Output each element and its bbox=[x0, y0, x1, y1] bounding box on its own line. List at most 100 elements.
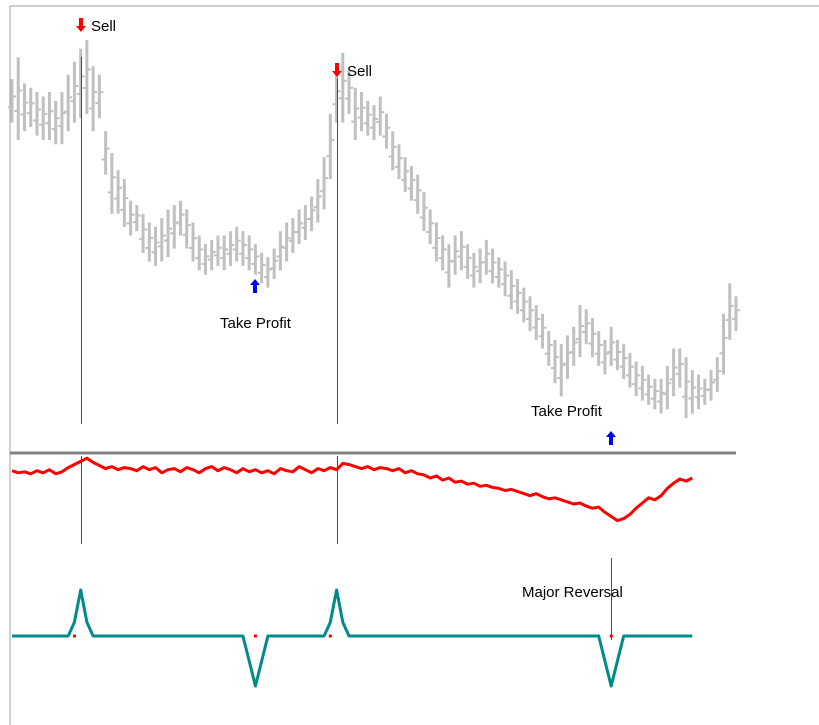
price-bar bbox=[513, 278, 522, 314]
price-bar bbox=[407, 166, 416, 201]
price-bar bbox=[270, 248, 279, 279]
price-bar bbox=[207, 239, 216, 271]
price-bar bbox=[14, 57, 23, 140]
price-bar bbox=[32, 92, 41, 136]
price-bar bbox=[669, 348, 678, 397]
price-bar bbox=[388, 131, 397, 171]
price-bar bbox=[501, 261, 510, 297]
price-bar bbox=[220, 235, 229, 271]
signal-line bbox=[12, 588, 693, 688]
price-bar bbox=[644, 374, 653, 405]
sell-label: Sell bbox=[91, 18, 116, 35]
price-bar bbox=[413, 174, 422, 214]
price-bar bbox=[688, 370, 697, 414]
price-bar bbox=[519, 287, 528, 323]
price-bar bbox=[195, 235, 204, 271]
price-bar bbox=[82, 40, 91, 114]
price-bar bbox=[638, 365, 647, 401]
price-bar bbox=[401, 157, 410, 193]
price-bar bbox=[526, 296, 535, 332]
price-bar bbox=[70, 61, 79, 123]
price-bar bbox=[8, 79, 16, 123]
price-bar bbox=[263, 257, 272, 288]
take-profit-arrow-icon bbox=[250, 279, 260, 293]
price-bar bbox=[575, 305, 584, 358]
price-bar bbox=[151, 226, 160, 266]
price-bar bbox=[295, 209, 304, 245]
price-bar bbox=[276, 231, 285, 271]
price-bar bbox=[694, 374, 703, 410]
price-bar bbox=[251, 244, 260, 275]
price-bar bbox=[625, 352, 634, 388]
price-bar bbox=[95, 74, 104, 119]
price-bar bbox=[282, 222, 291, 262]
price-bar bbox=[663, 365, 672, 410]
price-bar bbox=[682, 357, 691, 418]
price-bar bbox=[245, 235, 254, 271]
price-bar bbox=[469, 252, 478, 288]
price-bar bbox=[338, 53, 347, 123]
price-bar bbox=[376, 96, 385, 136]
price-bar bbox=[582, 309, 591, 345]
price-bar bbox=[419, 192, 428, 232]
price-bar bbox=[157, 218, 166, 262]
price-bar bbox=[357, 92, 366, 132]
price-bar bbox=[213, 235, 222, 266]
sell-annotation: Sell bbox=[347, 63, 372, 80]
price-bar bbox=[101, 131, 110, 175]
price-bar bbox=[619, 344, 628, 379]
price-bar bbox=[613, 339, 622, 371]
price-bar bbox=[494, 257, 503, 288]
take-profit-arrow-icon bbox=[606, 431, 616, 445]
price-bar bbox=[145, 222, 154, 262]
price-bar bbox=[382, 113, 391, 149]
price-bar bbox=[607, 326, 616, 366]
price-bar bbox=[707, 370, 716, 401]
price-bar bbox=[557, 344, 566, 397]
price-bar bbox=[463, 244, 472, 279]
price-bar bbox=[176, 200, 185, 236]
sell-arrow-icon bbox=[76, 18, 86, 32]
price-bar bbox=[588, 318, 597, 358]
price-bar bbox=[226, 231, 235, 266]
annotations: Sell Sell Take Profit Take Profit Major Reve… bbox=[76, 18, 623, 601]
price-bar bbox=[657, 378, 666, 414]
price-bar bbox=[120, 179, 129, 227]
price-bar bbox=[451, 235, 460, 275]
price-bar bbox=[569, 326, 578, 366]
price-bar bbox=[189, 222, 197, 262]
price-bar bbox=[257, 252, 266, 284]
signal-event-dot bbox=[72, 634, 76, 638]
price-bar bbox=[201, 244, 210, 275]
price-bar bbox=[725, 283, 734, 340]
price-bar bbox=[488, 248, 497, 284]
price-bar bbox=[394, 144, 403, 180]
price-bar bbox=[713, 357, 722, 392]
price-bar bbox=[507, 270, 516, 310]
price-bar bbox=[719, 313, 728, 375]
price-bar bbox=[313, 179, 322, 223]
take-profit-annotation: Take Profit bbox=[220, 315, 292, 332]
price-bar bbox=[538, 313, 547, 349]
indicator-series bbox=[11, 456, 693, 523]
price-bar bbox=[457, 231, 466, 271]
chart-frame bbox=[9, 5, 819, 725]
price-bar bbox=[345, 70, 354, 114]
price-bar bbox=[320, 157, 329, 210]
price-bar bbox=[238, 231, 247, 266]
price-bar bbox=[632, 361, 641, 397]
price-bars bbox=[8, 40, 740, 418]
price-bar bbox=[45, 92, 54, 140]
price-bar bbox=[57, 92, 66, 145]
signal-event-dot bbox=[609, 634, 613, 638]
sell-arrow-icon bbox=[332, 63, 342, 77]
take-profit-annotation: Take Profit bbox=[531, 403, 603, 420]
price-bar bbox=[650, 378, 659, 410]
price-bar bbox=[675, 348, 684, 388]
price-bar bbox=[544, 331, 553, 366]
price-bar bbox=[732, 296, 740, 332]
signal-series bbox=[12, 588, 693, 688]
price-bar bbox=[482, 239, 491, 275]
